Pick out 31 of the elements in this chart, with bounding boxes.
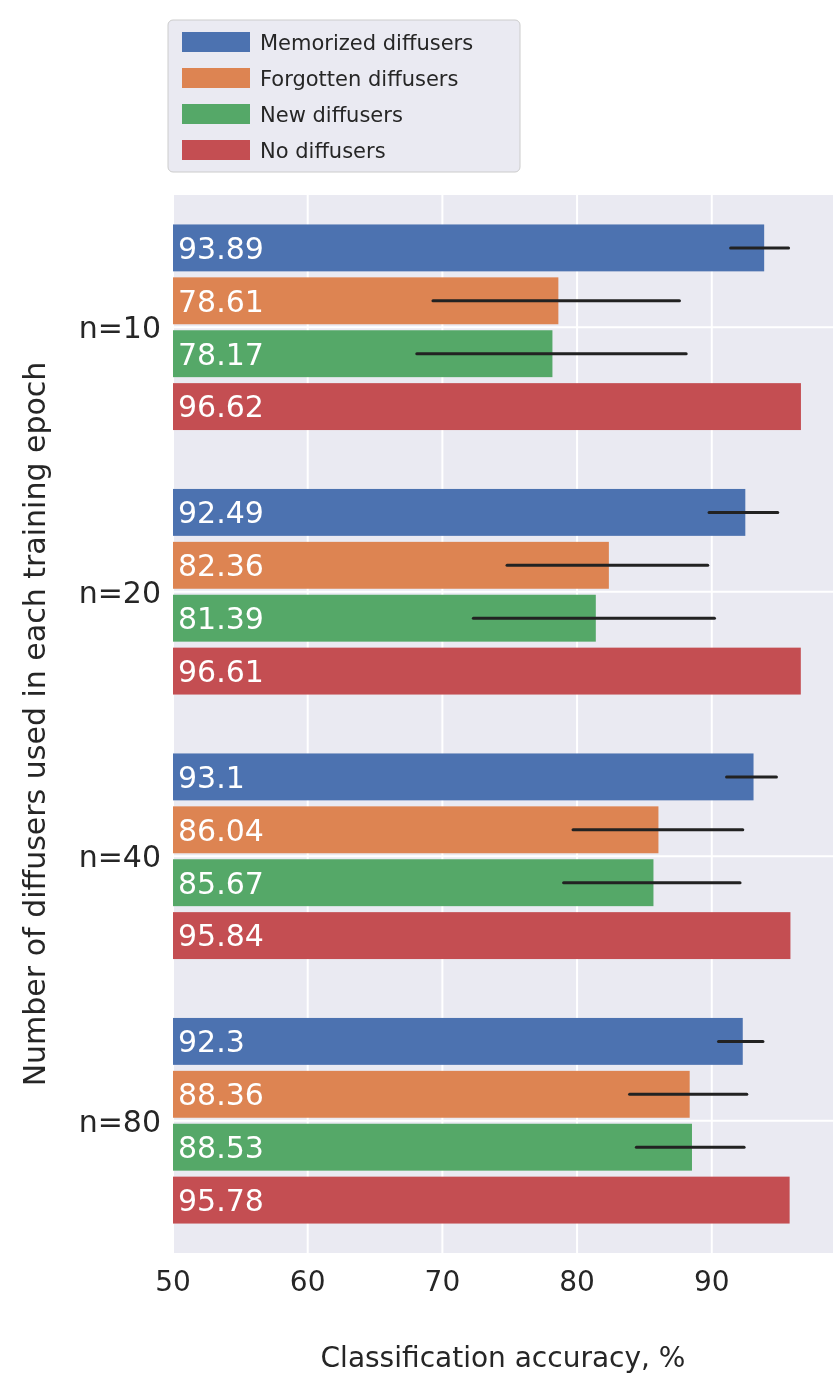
- x-tick-label: 60: [289, 1265, 326, 1298]
- legend-label: Forgotten diffusers: [260, 66, 459, 91]
- y-tick-label: n=40: [78, 839, 161, 875]
- data-label: 93.89: [178, 230, 264, 266]
- x-tick-label: 90: [693, 1265, 730, 1298]
- legend-label: Memorized diffusers: [260, 30, 474, 55]
- legend-label: New diffusers: [260, 102, 403, 127]
- data-label: 78.17: [178, 336, 264, 372]
- x-axis-title: Classification accuracy, %: [320, 1341, 686, 1374]
- data-label: 95.84: [178, 918, 264, 954]
- x-tick-label: 70: [424, 1265, 461, 1298]
- data-label: 96.61: [178, 653, 264, 689]
- data-label: 81.39: [178, 601, 264, 636]
- data-label: 85.67: [178, 865, 264, 901]
- y-tick-label: n=80: [78, 1103, 161, 1139]
- y-tick-label: n=20: [78, 574, 161, 610]
- legend-label: No diffusers: [260, 138, 386, 163]
- data-label: 93.1: [178, 759, 245, 795]
- data-label: 86.04: [178, 812, 264, 848]
- data-label: 92.3: [178, 1024, 245, 1060]
- data-label: 78.61: [178, 283, 264, 319]
- x-tick-label: 80: [559, 1265, 595, 1298]
- data-label: 95.78: [178, 1182, 264, 1218]
- y-tick-label: n=10: [78, 310, 161, 346]
- data-label: 88.53: [178, 1130, 264, 1165]
- data-label: 96.62: [178, 389, 264, 425]
- data-label: 88.36: [178, 1077, 264, 1113]
- data-label: 82.36: [178, 548, 264, 584]
- y-axis-title: Number of diffusers used in each training epoch: [17, 361, 52, 1087]
- data-label: 92.49: [178, 495, 264, 531]
- x-tick-label: 50: [155, 1265, 191, 1298]
